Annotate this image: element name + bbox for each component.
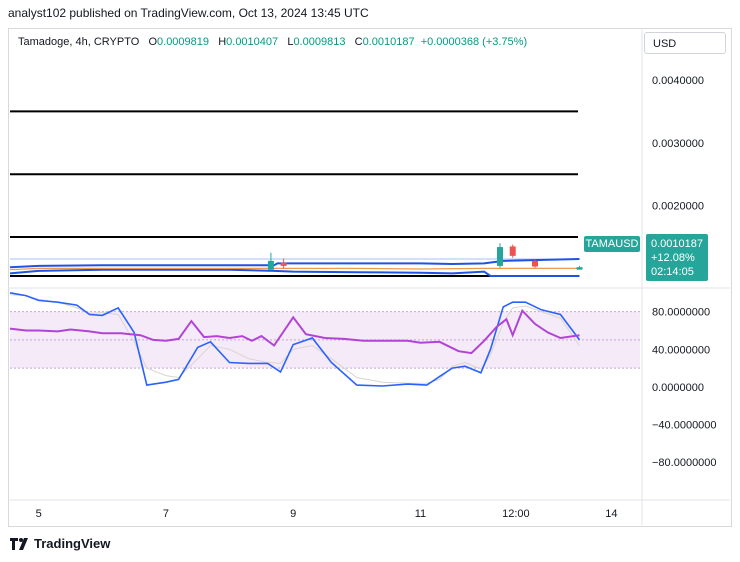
- high-label: H: [218, 36, 227, 48]
- price-tick-label: 0.0040000: [652, 75, 704, 87]
- candle-body: [267, 260, 274, 270]
- time-tick-label: 9: [290, 508, 296, 520]
- open-label: O: [148, 36, 158, 48]
- time-axis: 5 7 9 11 12:00 14: [8, 499, 730, 520]
- symbol-info-line: Tamadoge, 4h, CRYPTO O0.0009819 H0.00104…: [18, 36, 527, 48]
- oscillator-series-line: [9, 308, 580, 355]
- change-value: +0.0000368 (+3.75%): [420, 36, 528, 48]
- oscillator-tick-label: −40.0000000: [652, 420, 717, 432]
- time-tick-label: 7: [163, 508, 169, 520]
- tradingview-logo-icon: [10, 537, 28, 550]
- price-series-line: [9, 267, 580, 271]
- price-series-line: [9, 268, 580, 277]
- oscillator-pane: 80.0000000 40.0000000 0.0000000 −40.0000000…: [9, 292, 717, 469]
- oscillator-tick-label: 80.0000000: [652, 307, 710, 319]
- overbought-oversold-band: [10, 311, 640, 369]
- candle-body: [509, 246, 516, 256]
- price-tick-label: 0.0030000: [652, 138, 704, 150]
- symbol-name: Tamadoge, 4h, CRYPTO: [18, 36, 140, 48]
- oscillator-tick-label: 40.0000000: [652, 344, 710, 356]
- footer-brand: TradingView: [34, 536, 111, 551]
- high-value: 0.0010407: [226, 36, 279, 48]
- time-tick-label: 11: [415, 508, 426, 520]
- time-tick-label: 12:00: [502, 508, 530, 520]
- candle-body: [280, 262, 287, 266]
- oscillator-series-line: [9, 294, 580, 384]
- time-tick-label: 5: [36, 508, 42, 520]
- candle-body: [497, 247, 503, 266]
- tradingview-footer[interactable]: TradingView: [10, 536, 110, 551]
- price-tick-label: 0.0020000: [652, 201, 704, 213]
- open-value: 0.0009819: [157, 36, 210, 48]
- low-label: L: [287, 36, 294, 48]
- time-tick-label: 14: [605, 508, 617, 520]
- last-price: 0.0010187: [651, 238, 703, 250]
- price-pane: 0.0040000 0.0030000 0.0020000: [8, 28, 730, 525]
- change-percent: +12.08%: [651, 252, 695, 264]
- chart-frame: [8, 28, 732, 527]
- oscillator-series-line: [9, 292, 581, 387]
- publisher-line: analyst102 published on TradingView.com,…: [8, 6, 369, 20]
- price-tag: 0.0010187 +12.08% 02:14:05: [646, 234, 708, 281]
- oscillator-tick-label: −80.0000000: [652, 457, 717, 469]
- currency-button[interactable]: USD: [644, 32, 726, 54]
- bar-countdown: 02:14:05: [651, 266, 694, 278]
- oscillator-tick-label: 0.0000000: [652, 382, 704, 394]
- low-value: 0.0009813: [293, 36, 346, 48]
- price-series-line: [9, 258, 580, 269]
- candle-body: [532, 260, 538, 267]
- candle-body: [576, 267, 583, 270]
- close-value: 0.0010187: [362, 36, 415, 48]
- ticker-tag: TAMAUSD: [584, 236, 640, 252]
- close-label: C: [354, 36, 363, 48]
